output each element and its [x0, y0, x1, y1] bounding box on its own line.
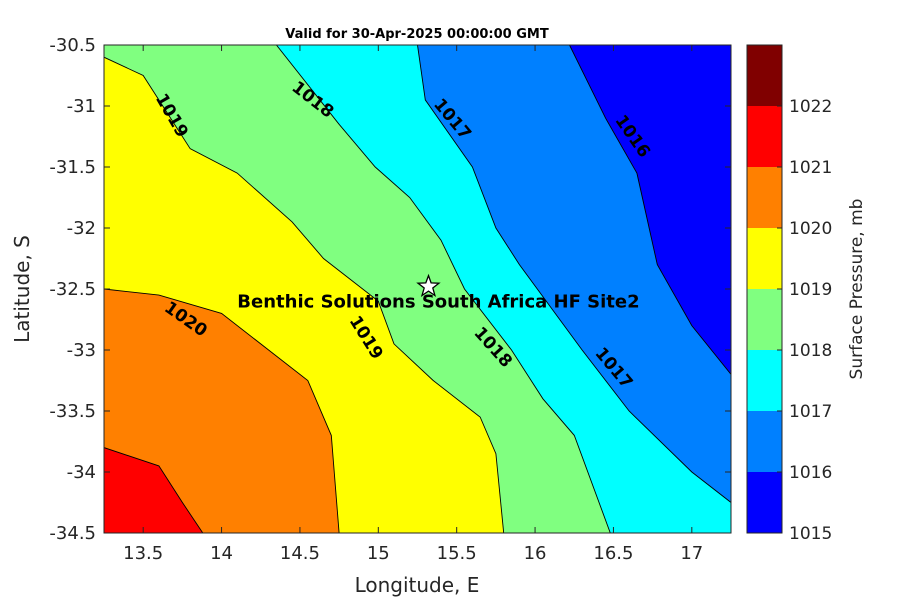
chart-title: Valid for 30-Apr-2025 00:00:00 GMT: [285, 27, 549, 42]
x-tick-label: 15.5: [437, 543, 477, 564]
colorbar-segment-1015: [747, 472, 782, 533]
contour-line-1017: [417, 45, 731, 503]
x-axis-label: Longitude, E: [355, 573, 480, 597]
axis-ticks: 13.5 14 14.5 15 15.5 16 16.5 17 -30.5 -31 -31.5 -32…: [49, 35, 731, 564]
contour-line-1018: [276, 45, 611, 533]
colorbar-segment-1018: [747, 289, 782, 350]
y-tick-label: -33: [67, 340, 96, 361]
colorbar-tick-label: 1020: [789, 219, 832, 239]
colorbar-tick-label: 1021: [789, 158, 832, 178]
colorbar-label: Surface Pressure, mb: [847, 199, 867, 380]
colorbar-segment-1022: [747, 45, 782, 106]
x-tick-label: 17: [680, 543, 703, 564]
x-tick-label: 15: [367, 543, 390, 564]
colorbar: 1015 1016 1017 1018 1019 1020 1021 1022: [746, 44, 832, 544]
contour-line-1019: [104, 56, 505, 533]
colorbar-tick-label: 1015: [789, 524, 832, 544]
colorbar-segment-1017: [747, 350, 782, 411]
colorbar-tick-label: 1022: [789, 97, 832, 117]
y-tick-label: -31: [67, 96, 96, 117]
contour-line-1020: [104, 288, 340, 533]
y-tick-label: -34: [67, 462, 96, 483]
x-tick-label: 14: [210, 543, 233, 564]
contour-fill-layer: [104, 45, 731, 533]
colorbar-tick-label: 1018: [789, 341, 832, 361]
y-tick-label: -32: [67, 218, 96, 239]
y-tick-label: -33.5: [49, 401, 96, 422]
contour-line-layer: [104, 45, 731, 533]
colorbar-segment-1021: [747, 106, 782, 167]
x-tick-label: 13.5: [123, 543, 163, 564]
y-axis-label: Latitude, S: [10, 235, 34, 343]
site-star-marker: [416, 273, 441, 298]
site-label: Benthic Solutions South Africa HF Site2: [237, 292, 639, 313]
x-tick-label: 16: [524, 543, 547, 564]
colorbar-segment-1019: [747, 228, 782, 289]
colorbar-tick-label: 1016: [789, 463, 832, 483]
y-tick-label: -30.5: [49, 35, 96, 56]
x-tick-label: 14.5: [280, 543, 320, 564]
y-tick-label: -32.5: [49, 279, 96, 300]
fill-band-1021: [104, 447, 203, 533]
contour-line-1016: [569, 45, 731, 375]
colorbar-tick-label: 1019: [789, 280, 832, 300]
colorbar-segment-1020: [747, 167, 782, 228]
y-tick-label: -31.5: [49, 157, 96, 178]
colorbar-segment-1016: [747, 411, 782, 472]
colorbar-tick-label: 1017: [789, 402, 832, 422]
contour-line-1021: [104, 447, 204, 533]
x-tick-label: 16.5: [593, 543, 633, 564]
y-tick-label: -34.5: [49, 523, 96, 544]
